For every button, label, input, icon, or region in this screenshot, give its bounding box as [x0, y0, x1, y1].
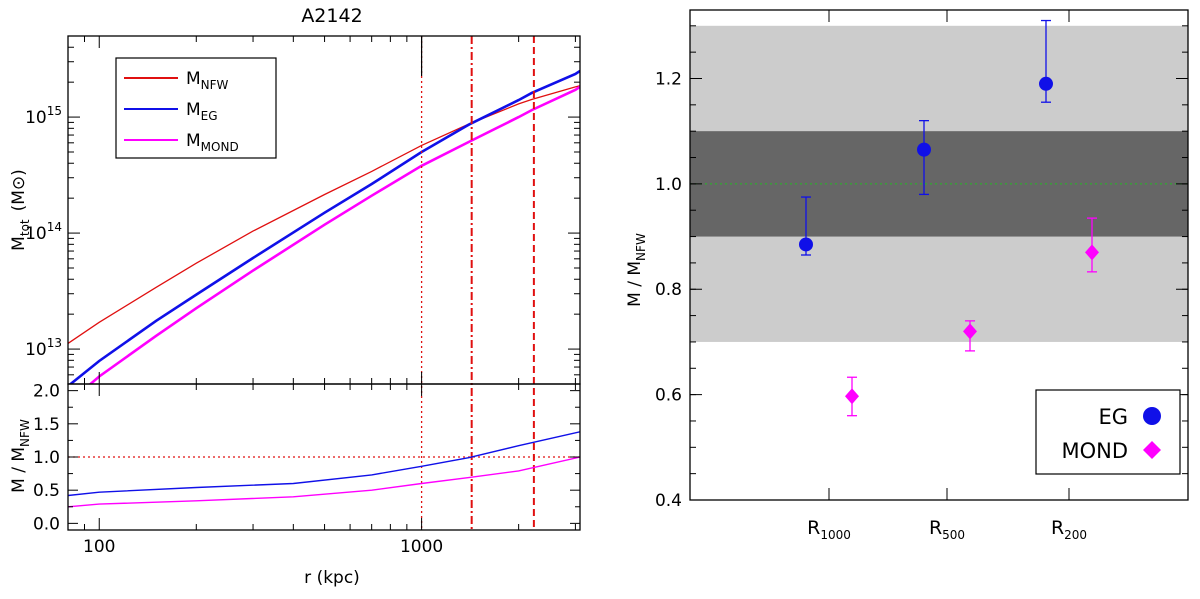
- eg-point: [799, 237, 813, 252]
- ratio-y-tick-label: 0.6: [655, 386, 682, 406]
- band-1: [690, 131, 1188, 237]
- left-chart-title: A2142: [301, 5, 362, 27]
- category-label-500: R500: [929, 517, 965, 542]
- bottom-y-tick-label: 2.0: [33, 382, 60, 402]
- bottom-ylabel-sub: NFW: [18, 419, 32, 447]
- bottom-ylabel-base: M / M: [9, 447, 29, 493]
- bottom-y-tick-label: 1.5: [33, 415, 60, 435]
- top-curves: [68, 69, 580, 384]
- legend-label-nfw: MNFW: [186, 69, 229, 92]
- bottom-y-tick-label: 1.0: [33, 448, 60, 468]
- top-y-tick-label-13: 1013: [25, 336, 62, 360]
- bottom-y-tick-label: 0.5: [33, 481, 60, 501]
- ratio-panel-frame: [689, 9, 1189, 501]
- bottom-panel: 0.0 0.5 1.0 1.5 2.0: [33, 382, 581, 534]
- mond-point: [963, 323, 977, 340]
- series-line-m-eg: [68, 69, 580, 384]
- category-label-200: R200: [1051, 517, 1087, 542]
- category-label-1000: R1000: [807, 517, 851, 542]
- ratio-y-tick-label: 1.2: [655, 69, 682, 89]
- top-y-tick-label-15: 1015: [25, 104, 62, 128]
- x-tick-label-100: 100: [83, 537, 115, 557]
- ratio-ylabel-base: M / M: [625, 261, 645, 307]
- bottom-y-axis-label: M / MNFW: [9, 419, 32, 493]
- ratio-legend-label-eg: EG: [1098, 405, 1128, 429]
- bottom-curves: [68, 431, 580, 508]
- ratio-y-tick-label: 0.8: [655, 280, 682, 300]
- bottom-y-tick-label: 0.0: [33, 514, 60, 534]
- legend: MNFW MEG MMOND: [115, 57, 277, 159]
- ratio-legend-box: [1035, 389, 1181, 475]
- svg-text:M / MNFW: M / MNFW: [625, 233, 648, 307]
- eg-point: [917, 142, 931, 157]
- mond-point: [1085, 244, 1099, 261]
- ratio-line-eg-ratio: [68, 431, 580, 497]
- series-line-m-mond: [88, 85, 580, 384]
- x-axis-label: r (kpc): [304, 568, 360, 588]
- legend-label-eg: MEG: [186, 100, 218, 123]
- ratio-panel: 0.4 0.6 0.8 1.0 1.2 R1000 R500 R200 EG MOND: [655, 9, 1189, 542]
- top-y-tick-label-14: 1014: [25, 220, 62, 244]
- svg-text:M / MNFW: M / MNFW: [9, 419, 32, 493]
- ratio-legend: EG MOND: [1035, 389, 1181, 475]
- top-ylabel-base: M: [9, 236, 29, 251]
- ratio-legend-marker-mond: [1143, 441, 1161, 459]
- x-tick-label-1000: 1000: [400, 537, 443, 557]
- top-y-ticks: [68, 35, 580, 385]
- series-line-m-nfw: [68, 85, 580, 344]
- ratio-y-tick-label: 1.0: [655, 175, 682, 195]
- top-ylabel-sub: tot: [18, 219, 32, 236]
- svg-text:Mtot(M⊙): Mtot (M⊙): [9, 169, 32, 251]
- ratio-y-tick-label: 0.4: [655, 491, 682, 511]
- ratio-y-axis-label: M / MNFW: [625, 233, 648, 307]
- ratio-ylabel-sub: NFW: [634, 233, 648, 261]
- top-y-axis-label: Mtot (M⊙): [9, 169, 32, 251]
- top-ylabel-unit: (M⊙): [9, 169, 29, 211]
- ratio-legend-marker-eg: [1143, 407, 1161, 425]
- mond-point: [845, 388, 859, 405]
- eg-point: [1039, 76, 1053, 91]
- top-panel: 100 1000 1013 1014 1015 MNFW MEG MMOND: [25, 35, 581, 557]
- right-chart: 0.4 0.6 0.8 1.0 1.2 R1000 R500 R200 EG MOND M / M…: [625, 9, 1189, 542]
- ratio-line-mond-ratio: [68, 456, 580, 508]
- legend-label-mond: MMOND: [186, 131, 239, 154]
- ratio-legend-label-mond: MOND: [1061, 439, 1128, 463]
